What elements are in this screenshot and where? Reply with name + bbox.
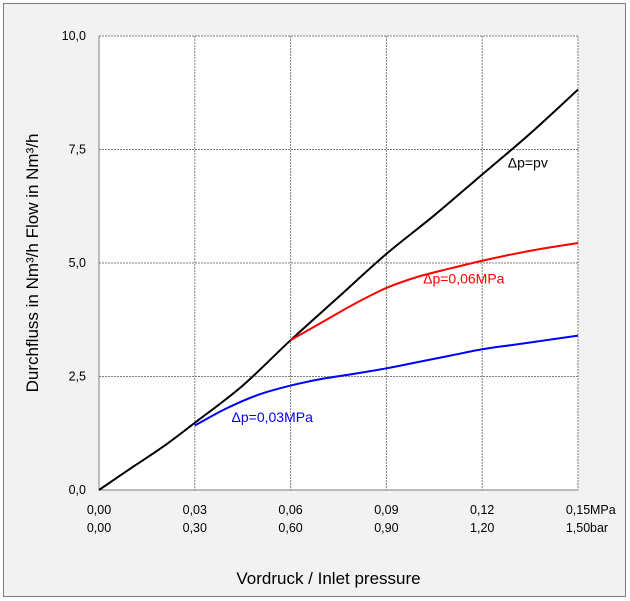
y-axis-title: Durchfluss in Nm³/h Flow in Nm³/h bbox=[23, 134, 42, 393]
x-tick-label-mpa: 0,12 bbox=[470, 503, 494, 517]
x-tick-label-bar: 0,00 bbox=[87, 521, 111, 535]
series-line bbox=[290, 242, 579, 342]
series-annotation: Δp=pv bbox=[508, 155, 548, 171]
annotations: Δp=pv Δp=0,06MPa Δp=0,03MPa bbox=[232, 155, 548, 425]
x-tick-label-mpa: 0,09 bbox=[374, 503, 398, 517]
x-unit-bar: bar bbox=[590, 521, 608, 535]
y-tick-label: 10,0 bbox=[62, 29, 86, 43]
y-tick-label: 5,0 bbox=[69, 256, 86, 270]
x-tick-label-bar: 1,50 bbox=[566, 521, 590, 535]
series-annotation: Δp=0,06MPa bbox=[423, 270, 505, 286]
series-annotation: Δp=0,03MPa bbox=[232, 409, 314, 425]
y-tick-label: 0,0 bbox=[69, 483, 86, 497]
x-tick-label-bar: 0,90 bbox=[374, 521, 398, 535]
x-tick-label-mpa: 0,00 bbox=[87, 503, 111, 517]
x-tick-label-mpa: 0,03 bbox=[183, 503, 207, 517]
x-tick-label-mpa: 0,15 bbox=[566, 503, 590, 517]
y-tick-label: 2,5 bbox=[69, 370, 86, 384]
tick-labels: 0,00 0,00 0,03 0,30 0,06 0,60 0,09 0,90 0,12 1,20… bbox=[62, 29, 616, 535]
x-unit-mpa: MPa bbox=[590, 503, 616, 517]
x-axis-title: Vordruck / Inlet pressure bbox=[236, 569, 420, 588]
x-tick-label-bar: 0,30 bbox=[183, 521, 207, 535]
grid-lines bbox=[98, 35, 579, 491]
series-line bbox=[194, 334, 579, 427]
series-lines bbox=[98, 88, 579, 491]
x-tick-label-bar: 1,20 bbox=[470, 521, 494, 535]
series-line bbox=[98, 88, 579, 491]
x-tick-label-bar: 0,60 bbox=[278, 521, 302, 535]
x-tick-label-mpa: 0,06 bbox=[278, 503, 302, 517]
y-tick-label: 7,5 bbox=[69, 143, 86, 157]
plot-area bbox=[99, 36, 578, 490]
